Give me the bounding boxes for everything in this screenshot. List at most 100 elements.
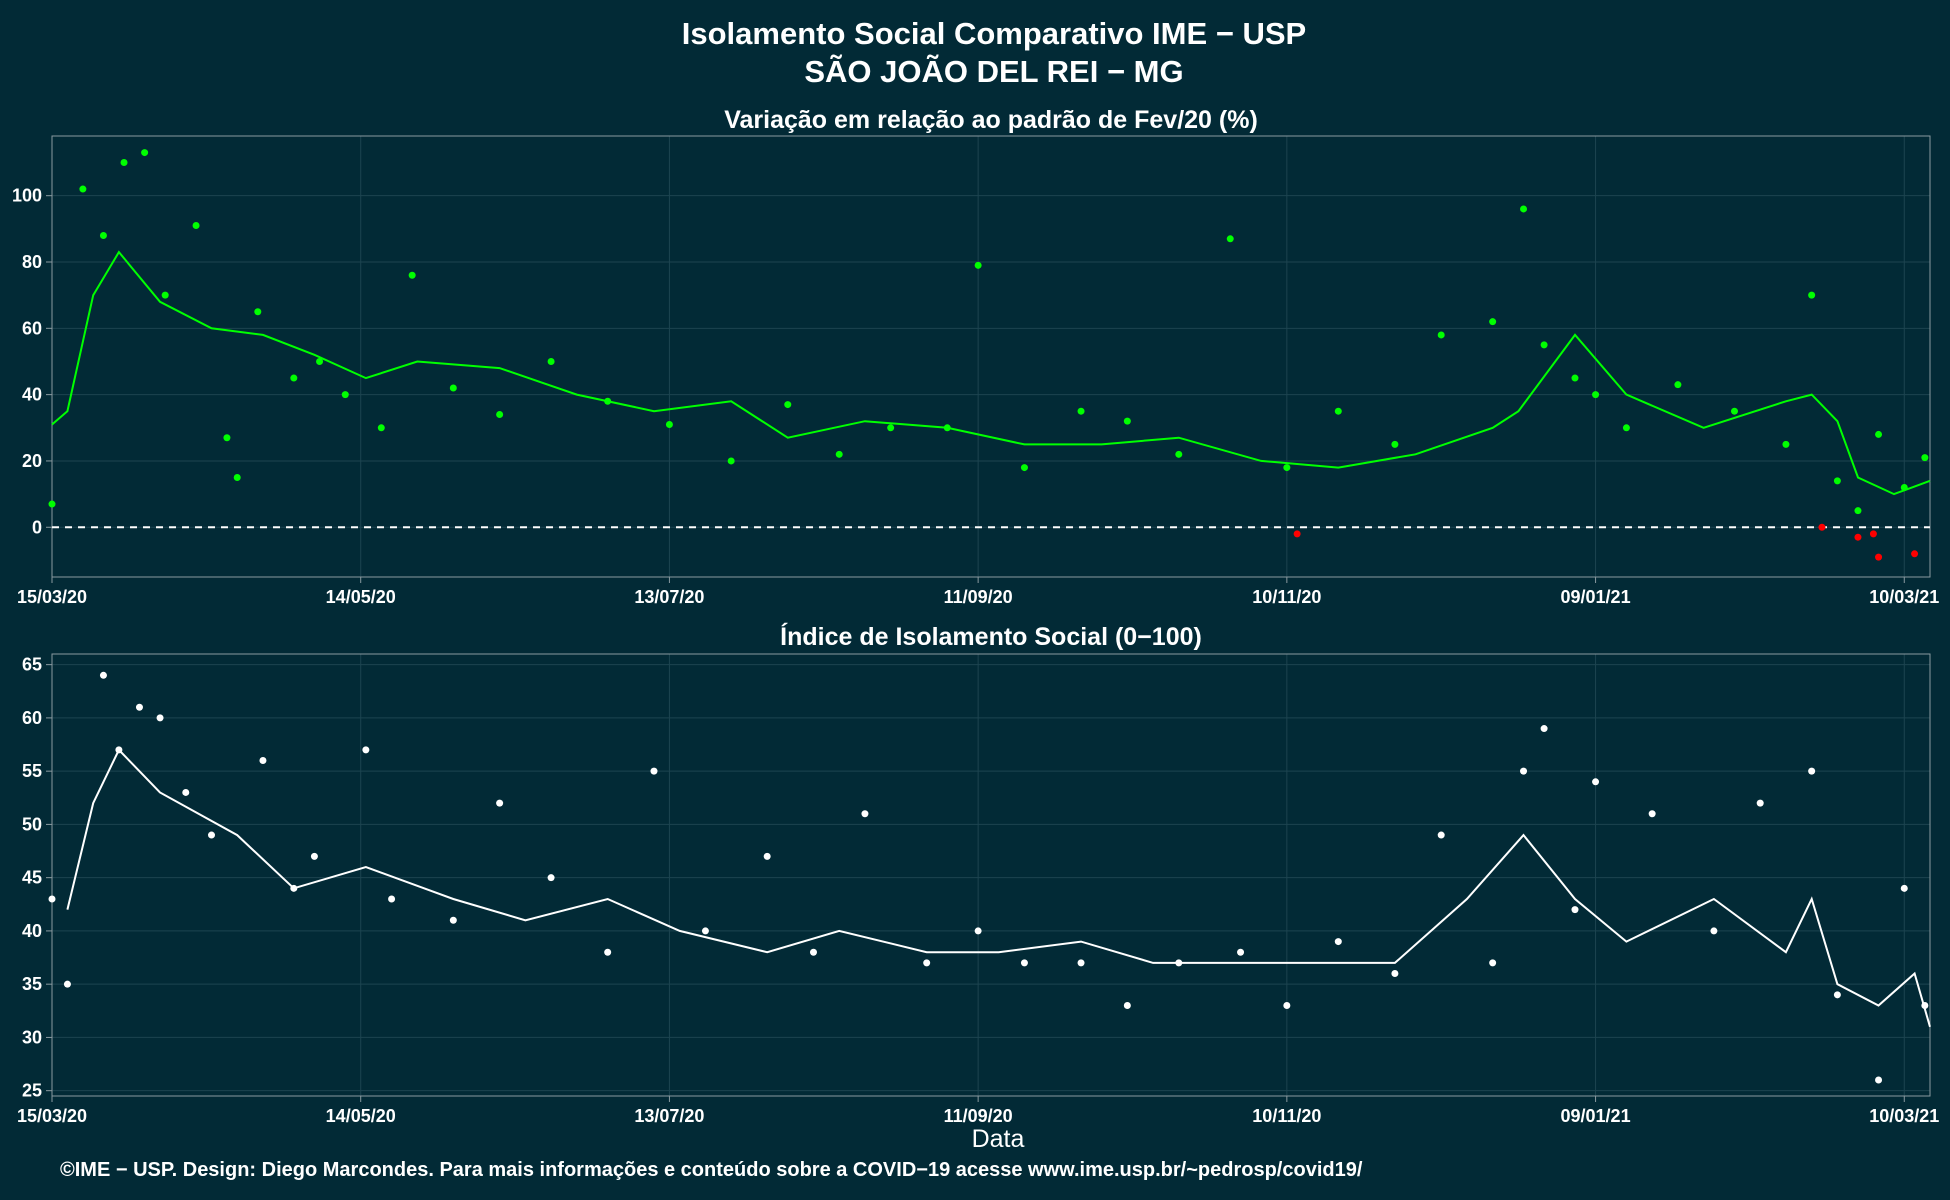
data-point [135, 703, 143, 711]
plot-frame [51, 135, 1931, 578]
moving-average-line [51, 250, 1931, 496]
data-point [408, 271, 416, 279]
data-point [1921, 454, 1929, 462]
data-point [1540, 725, 1548, 733]
data-point [1334, 938, 1342, 946]
data-point [316, 357, 324, 365]
panel-title: Variação em relação ao padrão de Fev/20 … [724, 106, 1258, 134]
data-point [665, 420, 673, 428]
data-point [1854, 507, 1862, 515]
plot-frame [51, 653, 1931, 1097]
data-point [1334, 407, 1342, 415]
data-point [1123, 1001, 1131, 1009]
data-point [1854, 533, 1862, 541]
y-tick-label: 60 [22, 318, 42, 338]
data-point [182, 788, 190, 796]
data-point [887, 424, 895, 432]
x-tick-label: 10/03/21 [1869, 587, 1939, 607]
data-point [1391, 970, 1399, 978]
data-point [1592, 778, 1600, 786]
data-point [1283, 464, 1291, 472]
data-point [1020, 464, 1028, 472]
data-point [192, 222, 200, 230]
data-point [1833, 991, 1841, 999]
data-point [449, 384, 457, 392]
data-point [861, 810, 869, 818]
data-point [1520, 767, 1528, 775]
data-point [99, 671, 107, 679]
data-point [449, 916, 457, 924]
data-point [1782, 440, 1790, 448]
data-point [208, 831, 216, 839]
y-tick-label: 60 [22, 708, 42, 728]
y-tick-label: 40 [22, 385, 42, 405]
variation-panel: Variação em relação ao padrão de Fev/20 … [12, 106, 1939, 607]
x-axis-title: Data [972, 1125, 1025, 1153]
y-tick-label: 25 [22, 1081, 42, 1101]
data-point [290, 374, 298, 382]
x-tick-label: 14/05/20 [326, 587, 396, 607]
data-point [1592, 391, 1600, 399]
y-tick-label: 65 [22, 655, 42, 675]
y-tick-label: 35 [22, 974, 42, 994]
data-point [377, 424, 385, 432]
data-point [1730, 407, 1738, 415]
data-point [547, 357, 555, 365]
data-point [1674, 381, 1682, 389]
data-point [1020, 959, 1028, 967]
data-point [1869, 530, 1877, 538]
data-point [496, 411, 504, 419]
x-tick-label: 10/11/20 [1252, 587, 1321, 607]
data-point [701, 927, 709, 935]
x-tick-label: 11/09/20 [944, 1106, 1013, 1126]
data-point [310, 852, 318, 860]
data-point [763, 852, 771, 860]
data-point [974, 927, 982, 935]
y-tick-label: 20 [22, 451, 42, 471]
panel-title: Índice de Isolamento Social (0−100) [780, 622, 1202, 651]
data-point [1756, 799, 1764, 807]
data-point [727, 457, 735, 465]
data-point [223, 434, 231, 442]
main-title: Isolamento Social Comparativo IME − USP [682, 16, 1306, 51]
data-point [1437, 831, 1445, 839]
data-point [1283, 1001, 1291, 1009]
x-tick-label: 09/01/21 [1561, 587, 1631, 607]
data-point [1571, 906, 1579, 914]
y-tick-label: 55 [22, 761, 42, 781]
x-tick-label: 14/05/20 [326, 1106, 396, 1126]
data-point [341, 391, 349, 399]
data-point [1571, 374, 1579, 382]
y-tick-label: 50 [22, 814, 42, 834]
data-point [1293, 530, 1301, 538]
data-point [604, 948, 612, 956]
data-point [1911, 550, 1919, 558]
y-tick-label: 30 [22, 1027, 42, 1047]
data-point [1875, 553, 1883, 561]
data-point [1648, 810, 1656, 818]
data-point [650, 767, 658, 775]
data-point [784, 401, 792, 409]
data-point [254, 308, 262, 316]
data-point [1818, 523, 1826, 531]
data-point [1875, 1076, 1883, 1084]
data-point [1875, 430, 1883, 438]
data-point [1077, 959, 1085, 967]
data-point [1622, 424, 1630, 432]
y-tick-label: 80 [22, 252, 42, 272]
data-point [1123, 417, 1131, 425]
data-point [156, 714, 164, 722]
data-point [141, 149, 149, 157]
x-tick-label: 10/03/21 [1869, 1106, 1939, 1126]
data-point [1226, 235, 1234, 243]
data-point [48, 895, 56, 903]
y-tick-label: 100 [12, 186, 42, 206]
main-subtitle: SÃO JOÃO DEL REI − MG [804, 54, 1183, 89]
x-tick-label: 09/01/21 [1561, 1106, 1631, 1126]
data-point [547, 874, 555, 882]
data-point [496, 799, 504, 807]
data-point [1808, 767, 1816, 775]
data-point [1808, 291, 1816, 299]
data-point [79, 185, 87, 193]
